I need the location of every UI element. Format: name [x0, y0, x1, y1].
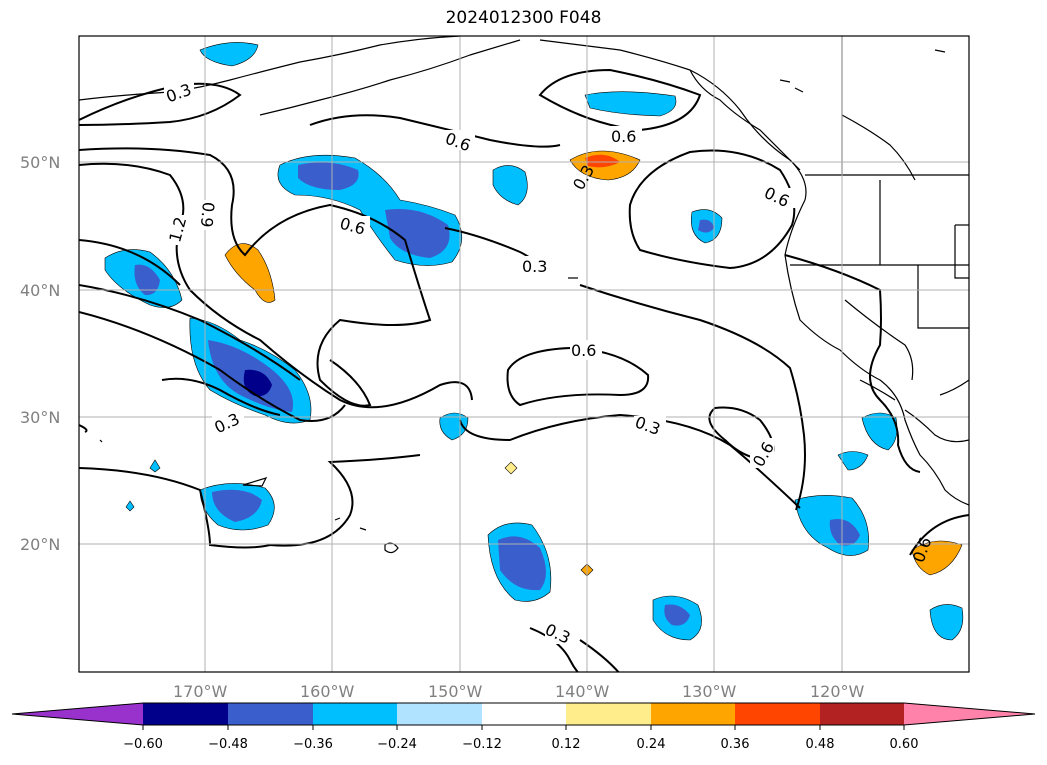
colorbar-tick: −0.36	[293, 737, 333, 752]
lon-labels: 170°W 160°W 150°W 140°W 130°W 120°W	[173, 682, 865, 701]
colorbar-tick: −0.60	[123, 737, 163, 752]
map-frame	[78, 35, 970, 673]
contour-label: 0.9	[197, 201, 218, 228]
colorbar-tick: −0.24	[377, 737, 417, 752]
lon-label: 160°W	[300, 682, 355, 701]
lon-label: 120°W	[810, 682, 865, 701]
colorbar-segment	[313, 703, 397, 725]
contour-label: 0.6	[611, 127, 636, 146]
coastlines	[79, 36, 969, 554]
colorbar-tick: −0.48	[208, 737, 248, 752]
map-title: 2024012300 F048	[445, 8, 602, 28]
colorbar	[11, 702, 1036, 730]
colorbar-tick: −0.12	[462, 737, 502, 752]
colorbar-segment	[482, 703, 566, 725]
colorbar-tick: 0.36	[721, 737, 750, 752]
colorbar-extend-low	[12, 703, 143, 725]
lat-label: 20°N	[20, 535, 60, 554]
colorbar-labels: −0.60 −0.48 −0.36 −0.24 −0.12 0.12 0.24 …	[123, 737, 918, 752]
lon-label: 130°W	[682, 682, 737, 701]
contour-label: 0.6	[571, 341, 596, 360]
anomaly-fills	[104, 42, 964, 641]
colorbar-extend-high	[904, 703, 1035, 725]
contour-label: 0.3	[522, 257, 547, 276]
lon-label: 170°W	[173, 682, 228, 701]
colorbar-tick: 0.60	[890, 737, 919, 752]
gridlines	[79, 36, 969, 672]
contour-lines	[79, 68, 969, 672]
lon-label: 140°W	[555, 682, 610, 701]
colorbar-segment	[820, 703, 904, 725]
lon-label: 150°W	[428, 682, 483, 701]
lat-label: 50°N	[20, 153, 60, 172]
contour-label-group: 0.3 0.6 1.2 0.9 0.6 0.3 0.6 0.3 0.6 0.6 …	[162, 80, 935, 648]
colorbar-segment	[143, 703, 228, 725]
colorbar-segment	[566, 703, 651, 725]
colorbar-segment	[735, 703, 820, 725]
lat-label: 30°N	[20, 408, 60, 427]
colorbar-segment	[651, 703, 735, 725]
lat-labels: 50°N 40°N 30°N 20°N	[20, 153, 60, 554]
colorbar-tick: 0.12	[552, 737, 581, 752]
lat-label: 40°N	[20, 281, 60, 300]
colorbar-tick: 0.24	[637, 737, 666, 752]
colorbar-tick: 0.48	[806, 737, 835, 752]
colorbar-segment	[228, 703, 313, 725]
colorbar-segment	[397, 703, 482, 725]
